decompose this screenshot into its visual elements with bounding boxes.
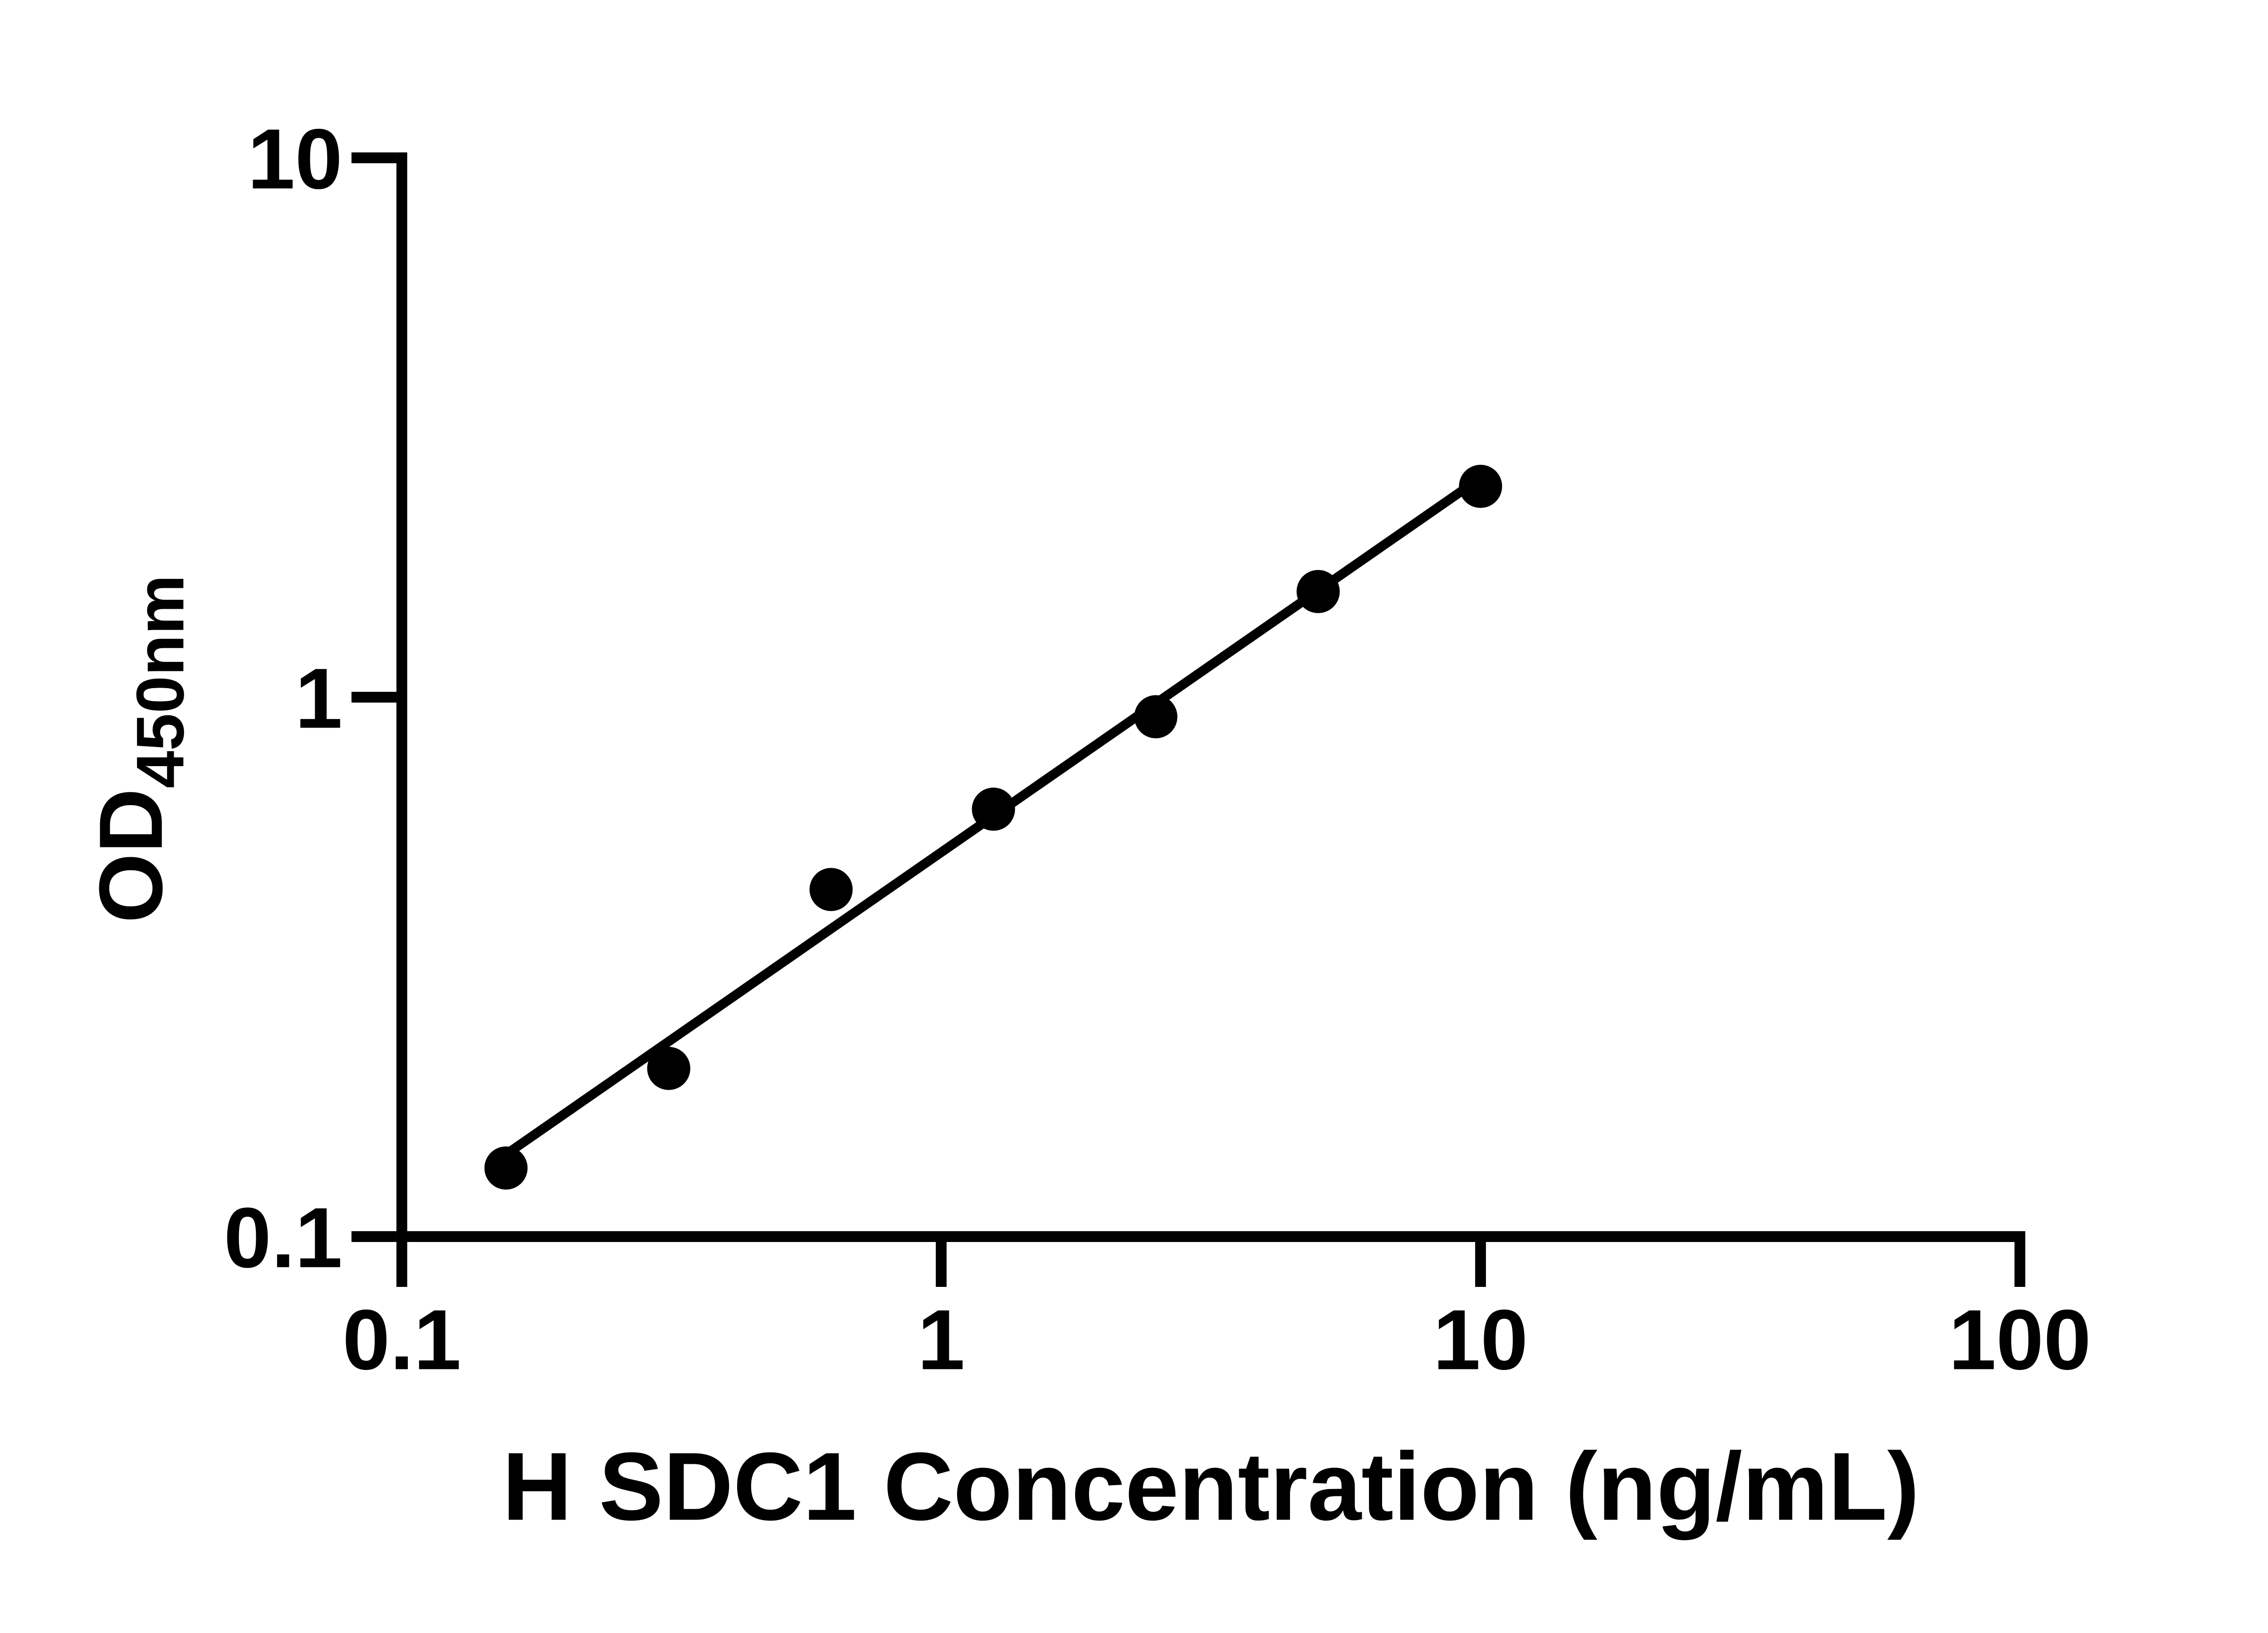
data-point [484,1146,528,1190]
x-tick-label: 10 [1433,1292,1528,1388]
x-tick-label: 1 [918,1292,965,1388]
x-axis-title: H SDC1 Concentration (ng/mL) [502,1433,1919,1541]
plot-area: 0.1 1 10 0.1 1 10 100 [224,112,2091,1388]
y-axis-title: OD450nm [81,575,198,923]
y-axis-title-subscript: 450nm [122,575,198,788]
y-tick-label: 1 [295,651,342,746]
x-tick-label: 100 [1949,1292,2091,1388]
data-point [647,1047,690,1090]
x-tick-label: 0.1 [342,1292,461,1388]
y-tick-label: 10 [248,112,342,207]
data-point [1459,465,1502,508]
y-tick-label: 0.1 [224,1190,342,1286]
data-point [809,868,853,911]
data-point [1296,570,1340,614]
y-axis-title-main: OD [81,788,181,923]
data-point [972,787,1015,831]
chart-svg: 0.1 1 10 0.1 1 10 100 H SDC1 Concentration (ng… [81,112,2091,1541]
elisa-standard-curve-figure: 0.1 1 10 0.1 1 10 100 H SDC1 Concentration (ng… [0,7,2268,1626]
data-point [1134,695,1178,739]
